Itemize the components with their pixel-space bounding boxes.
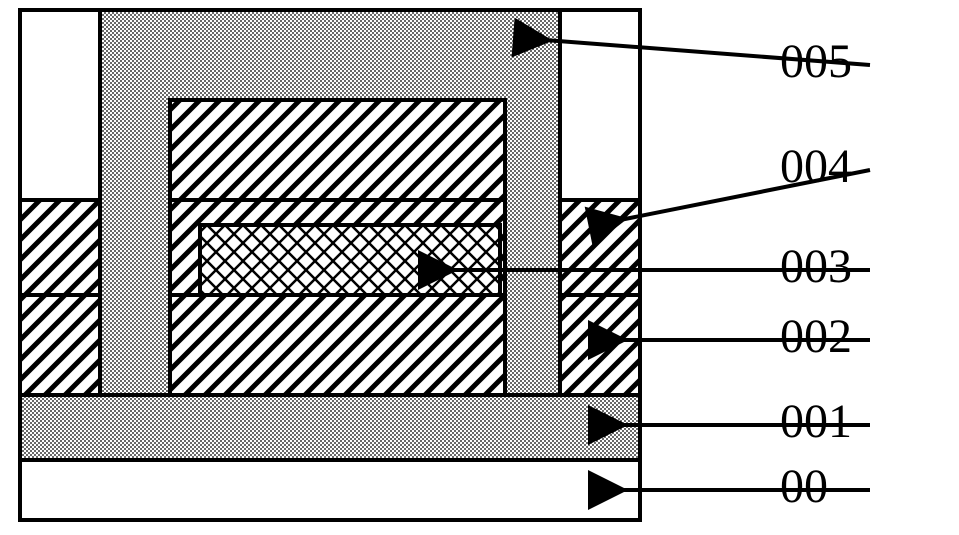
label-00: 00	[780, 459, 828, 514]
label-002: 002	[780, 309, 852, 364]
layer-00	[20, 460, 640, 520]
label-005: 005	[780, 34, 852, 89]
label-004: 004	[780, 139, 852, 194]
layer-003	[200, 225, 500, 295]
label-001: 001	[780, 394, 852, 449]
label-003: 003	[780, 239, 852, 294]
layer-004-top	[170, 100, 530, 200]
layer-001	[20, 395, 640, 460]
